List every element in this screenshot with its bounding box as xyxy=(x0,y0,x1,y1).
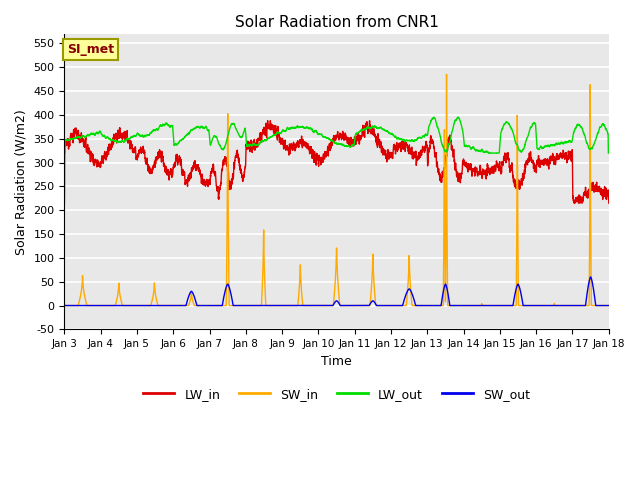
LW_in xyxy=(158,152,166,157)
SW_out xyxy=(459,303,467,309)
SW_in xyxy=(443,72,451,77)
LW_out xyxy=(428,116,436,121)
LW_out xyxy=(158,122,166,128)
LW_in xyxy=(490,167,497,173)
Line: SW_out: SW_out xyxy=(65,277,609,306)
SW_out xyxy=(61,303,68,309)
LW_in xyxy=(429,139,436,145)
LW_in xyxy=(264,118,271,123)
SW_out xyxy=(605,303,612,309)
Line: LW_in: LW_in xyxy=(65,120,609,203)
Text: SI_met: SI_met xyxy=(67,43,115,56)
LW_out xyxy=(454,114,462,120)
Title: Solar Radiation from CNR1: Solar Radiation from CNR1 xyxy=(235,15,438,30)
SW_out xyxy=(587,274,595,280)
SW_in xyxy=(605,303,612,309)
LW_in xyxy=(459,159,467,165)
Line: LW_out: LW_out xyxy=(65,117,609,153)
SW_out xyxy=(604,303,612,309)
SW_out xyxy=(490,303,497,309)
SW_out xyxy=(158,303,166,309)
LW_out xyxy=(605,150,612,156)
LW_in xyxy=(316,156,324,162)
SW_in xyxy=(428,303,436,309)
LW_in xyxy=(61,200,68,206)
LW_in xyxy=(605,200,612,206)
SW_in xyxy=(158,303,166,309)
SW_in xyxy=(490,303,497,309)
LW_out xyxy=(61,150,68,156)
LW_out xyxy=(490,150,497,156)
SW_in xyxy=(61,303,68,309)
LW_out xyxy=(316,132,324,137)
SW_in xyxy=(604,303,612,309)
SW_out xyxy=(316,303,324,309)
Y-axis label: Solar Radiation (W/m2): Solar Radiation (W/m2) xyxy=(15,109,28,254)
X-axis label: Time: Time xyxy=(321,355,352,368)
SW_in xyxy=(316,303,324,309)
LW_out xyxy=(604,131,612,137)
LW_out xyxy=(459,127,467,133)
SW_in xyxy=(459,303,467,309)
LW_in xyxy=(604,187,612,193)
Line: SW_in: SW_in xyxy=(65,74,609,306)
SW_out xyxy=(428,303,436,309)
Legend: LW_in, SW_in, LW_out, SW_out: LW_in, SW_in, LW_out, SW_out xyxy=(138,383,535,406)
